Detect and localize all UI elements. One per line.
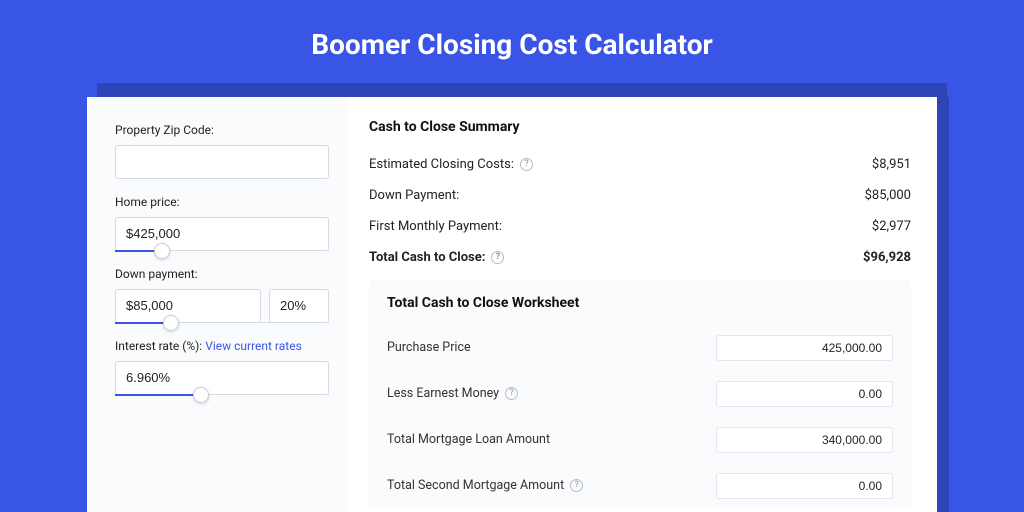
calculator-card: Property Zip Code: Home price: Down paym…	[87, 97, 937, 512]
help-icon[interactable]: ?	[491, 251, 504, 264]
worksheet-row-label: Total Mortgage Loan Amount	[387, 432, 550, 447]
summary-row-label: Down Payment:	[369, 188, 459, 203]
worksheet-row: Total Mortgage Loan Amount	[387, 417, 893, 463]
worksheet-row: Total Second Mortgage Amount?	[387, 463, 893, 509]
worksheet-row-input[interactable]	[716, 335, 893, 361]
home-price-slider-thumb[interactable]	[154, 243, 170, 259]
summary-row: Estimated Closing Costs:? $8,951	[369, 149, 911, 180]
worksheet-row-input[interactable]	[716, 427, 893, 453]
inputs-panel: Property Zip Code: Home price: Down paym…	[87, 97, 347, 512]
summary-row-value: $85,000	[865, 188, 911, 203]
summary-row-value: $2,977	[872, 219, 911, 234]
home-price-label: Home price:	[115, 195, 329, 209]
interest-rate-label-text: Interest rate (%):	[115, 339, 205, 353]
worksheet-row: Purchase Price	[387, 325, 893, 371]
summary-row: Down Payment: $85,000	[369, 180, 911, 211]
help-icon[interactable]: ?	[570, 479, 583, 492]
summary-row-label: Estimated Closing Costs:?	[369, 157, 533, 172]
summary-title: Cash to Close Summary	[369, 119, 911, 135]
worksheet-row-label: Purchase Price	[387, 340, 471, 355]
worksheet-row-label: Less Earnest Money?	[387, 386, 518, 401]
summary-row-label-text: Estimated Closing Costs:	[369, 157, 514, 172]
home-price-field: Home price:	[115, 195, 329, 251]
worksheet-title: Total Cash to Close Worksheet	[387, 295, 893, 311]
worksheet-row-label-text: Total Second Mortgage Amount	[387, 478, 564, 493]
down-payment-label: Down payment:	[115, 267, 329, 281]
summary-row-value: $8,951	[872, 157, 911, 172]
help-icon[interactable]: ?	[505, 387, 518, 400]
interest-rate-slider[interactable]	[115, 394, 329, 395]
down-payment-pct-input[interactable]	[269, 289, 329, 323]
home-price-input[interactable]	[115, 217, 329, 251]
worksheet-row-label: Total Second Mortgage Amount?	[387, 478, 583, 493]
summary-row-label: Total Cash to Close:?	[369, 250, 504, 265]
summary-row-label-text: First Monthly Payment:	[369, 219, 502, 234]
worksheet-row: Less Earnest Money?	[387, 371, 893, 417]
summary-list: Estimated Closing Costs:? $8,951 Down Paym…	[369, 149, 911, 273]
worksheet-list: Purchase Price Less Earnest Money? Total M…	[387, 325, 893, 509]
help-icon[interactable]: ?	[520, 158, 533, 171]
worksheet-row-input[interactable]	[716, 381, 893, 407]
worksheet-row-label-text: Total Mortgage Loan Amount	[387, 432, 550, 447]
zip-label: Property Zip Code:	[115, 123, 329, 137]
worksheet-row-label-text: Purchase Price	[387, 340, 471, 355]
summary-row: Total Cash to Close:? $96,928	[369, 242, 911, 273]
summary-row-label: First Monthly Payment:	[369, 219, 502, 234]
summary-row: First Monthly Payment: $2,977	[369, 211, 911, 242]
zip-field: Property Zip Code:	[115, 123, 329, 179]
interest-rate-input[interactable]	[115, 361, 329, 395]
down-payment-field: Down payment:	[115, 267, 329, 323]
interest-rate-label: Interest rate (%): View current rates	[115, 339, 329, 353]
card-shadow-top	[97, 83, 947, 97]
down-payment-slider-thumb[interactable]	[163, 315, 179, 331]
worksheet-row-label-text: Less Earnest Money	[387, 386, 499, 401]
interest-rate-field: Interest rate (%): View current rates	[115, 339, 329, 395]
view-rates-link[interactable]: View current rates	[205, 339, 302, 353]
worksheet-row-input[interactable]	[716, 473, 893, 499]
worksheet-panel: Total Cash to Close Worksheet Purchase P…	[369, 279, 911, 509]
home-price-slider[interactable]	[115, 250, 329, 251]
down-payment-slider[interactable]	[115, 322, 329, 323]
interest-rate-slider-fill	[115, 394, 201, 396]
interest-rate-slider-thumb[interactable]	[193, 387, 209, 403]
summary-row-label-text: Down Payment:	[369, 188, 459, 203]
page-title: Boomer Closing Cost Calculator	[311, 28, 713, 61]
summary-row-label-text: Total Cash to Close:	[369, 250, 485, 265]
results-panel: Cash to Close Summary Estimated Closing …	[347, 97, 937, 512]
summary-row-value: $96,928	[863, 250, 911, 265]
zip-input[interactable]	[115, 145, 329, 179]
down-payment-input[interactable]	[115, 289, 261, 323]
